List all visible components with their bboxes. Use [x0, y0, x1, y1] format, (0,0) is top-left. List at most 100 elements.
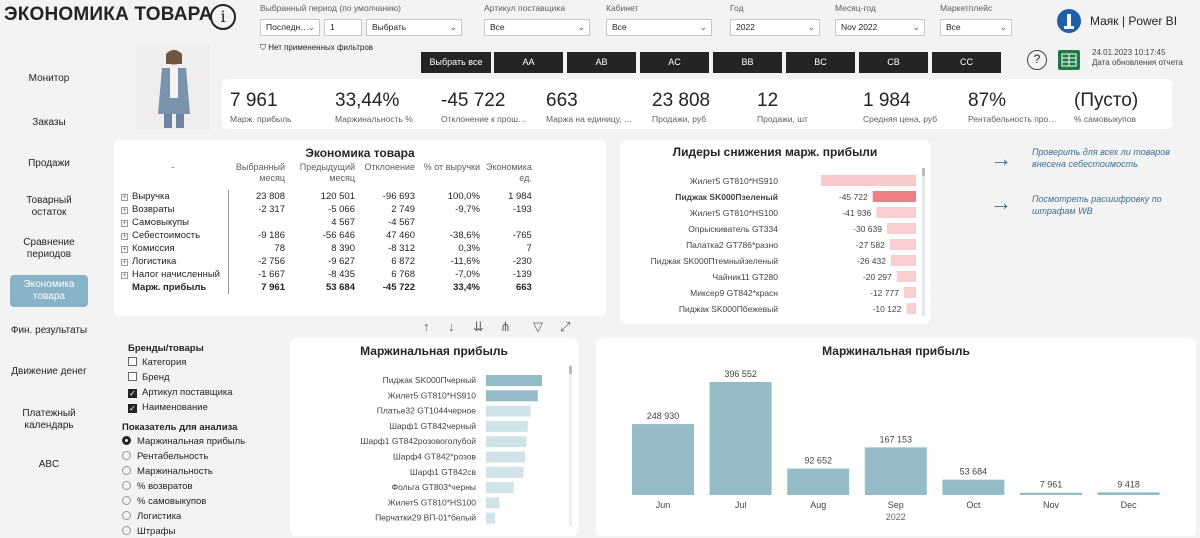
vbar-bar[interactable] — [1097, 492, 1160, 495]
nav-item[interactable]: Фин. результаты — [10, 325, 88, 336]
nav-item[interactable]: Заказы — [32, 117, 66, 128]
period-count-input[interactable]: 1 — [324, 19, 362, 36]
metric-filter-option[interactable]: % самовыкупов — [122, 496, 245, 511]
radio-icon[interactable] — [122, 526, 131, 535]
vbar-bar[interactable] — [864, 447, 927, 495]
hbar-bar[interactable] — [486, 512, 496, 524]
expand-plus-icon[interactable]: + — [121, 233, 128, 240]
hbar-bar[interactable] — [486, 466, 524, 478]
leaders-scroll-thumb[interactable] — [922, 168, 925, 176]
leaders-bar[interactable] — [872, 191, 916, 202]
leaders-value-label: -27 582 — [856, 240, 885, 250]
expand-plus-icon[interactable]: + — [121, 272, 128, 279]
leaders-bar[interactable] — [903, 287, 916, 298]
metric-filter-option[interactable]: Логистика — [122, 511, 245, 526]
filter-icon[interactable]: ▽ — [533, 319, 543, 334]
nav-item[interactable]: Продажи — [28, 158, 70, 169]
marketplace-select[interactable]: Все ⌄ — [940, 19, 1012, 36]
slicer-button[interactable]: BB — [713, 52, 782, 73]
info-icon[interactable]: i — [210, 4, 236, 30]
hbar-bar[interactable] — [486, 497, 500, 509]
vbar-bar[interactable] — [942, 479, 1005, 495]
period-mode-select[interactable]: Последн… ⌄ — [260, 19, 320, 36]
checkbox-icon[interactable] — [128, 357, 137, 366]
checkbox-icon[interactable] — [128, 372, 137, 381]
hbar-bar[interactable] — [486, 375, 542, 386]
arrow-right-icon[interactable]: → — [990, 146, 1012, 171]
drill-down-icon[interactable]: ↓ — [448, 319, 455, 334]
nav-item[interactable]: Движение денег — [11, 366, 87, 377]
cabinet-select[interactable]: Все ⌄ — [606, 19, 712, 36]
expand-plus-icon[interactable]: + — [121, 220, 128, 227]
focus-mode-icon[interactable]: ⤢ — [560, 319, 571, 334]
hbar-bar[interactable] — [486, 405, 531, 417]
leaders-bar[interactable] — [876, 207, 916, 218]
year-select[interactable]: 2022 ⌄ — [730, 19, 820, 36]
nav-item[interactable]: ABC — [38, 459, 60, 470]
radio-icon[interactable] — [122, 451, 131, 460]
slicer-button[interactable]: AC — [640, 52, 709, 73]
expand-all-icon[interactable]: ⇊ — [473, 319, 484, 334]
vbar-bar[interactable] — [787, 468, 850, 495]
hbar-bar[interactable] — [486, 482, 514, 494]
radio-icon[interactable] — [122, 481, 131, 490]
brand-filter-option[interactable]: ✓ Наименование — [128, 402, 233, 417]
radio-icon[interactable] — [122, 511, 131, 520]
brand-filter-option[interactable]: Бренд — [128, 372, 233, 387]
leaders-scrollbar[interactable] — [922, 168, 925, 316]
expand-plus-icon[interactable]: + — [121, 246, 128, 253]
slicer-button[interactable]: AA — [494, 52, 563, 73]
metric-filter-option[interactable]: Маржинальная прибыль — [122, 436, 245, 451]
leaders-bar[interactable] — [896, 271, 916, 282]
slicer-button[interactable]: CB — [859, 52, 928, 73]
leaders-bar[interactable] — [890, 255, 916, 266]
vbar-bar[interactable] — [709, 381, 772, 495]
hbar-bar[interactable] — [486, 436, 527, 448]
help-icon[interactable]: ? — [1027, 50, 1047, 70]
brand-filter-option[interactable]: Категория — [128, 357, 233, 372]
expand-plus-icon[interactable]: + — [121, 259, 128, 266]
hbar-scrollbar[interactable] — [569, 366, 572, 526]
article-select[interactable]: Все ⌄ — [484, 19, 590, 36]
metric-filter-option[interactable]: Маржинальность — [122, 466, 245, 481]
radio-icon[interactable] — [122, 466, 131, 475]
expand-next-icon[interactable]: ⋔ — [500, 319, 511, 334]
drill-up-icon[interactable]: ↑ — [423, 319, 430, 334]
slicer-button[interactable]: BC — [786, 52, 855, 73]
nav-item[interactable]: Товарный остаток — [26, 195, 72, 218]
nav-item[interactable]: Сравнение периодов — [23, 237, 75, 260]
article-value: Все — [490, 22, 505, 32]
expand-plus-icon[interactable]: + — [121, 207, 128, 214]
vbar-bar[interactable] — [1020, 492, 1082, 495]
metric-filter-option[interactable]: Рентабельность — [122, 451, 245, 466]
period-unit-select[interactable]: Выбрать ⌄ — [366, 19, 462, 36]
slicer-button[interactable]: Выбрать все — [421, 52, 491, 73]
hbar-bar[interactable] — [486, 420, 528, 432]
nav-item[interactable]: Платежный календарь — [22, 408, 76, 431]
leaders-bar[interactable] — [889, 239, 916, 250]
cost-check-link[interactable]: Проверить для всех ли товаров внесена се… — [1032, 147, 1170, 169]
arrow-right-icon[interactable]: → — [990, 190, 1012, 215]
hbar-scroll-thumb[interactable] — [569, 366, 572, 374]
leaders-bar[interactable] — [906, 303, 916, 314]
leaders-bar[interactable] — [821, 175, 916, 186]
vbar-bar[interactable] — [632, 424, 694, 495]
checkbox-icon[interactable]: ✓ — [128, 389, 137, 398]
excel-export-icon[interactable] — [1058, 50, 1080, 70]
brand-filter-option[interactable]: ✓ Артикул поставщика — [128, 387, 233, 402]
month-select[interactable]: Nov 2022 ⌄ — [835, 19, 925, 36]
slicer-button[interactable]: AB — [567, 52, 636, 73]
nav-item[interactable]: Экономика товара — [10, 275, 88, 307]
metric-filter-option[interactable]: % возвратов — [122, 481, 245, 496]
checkbox-icon[interactable]: ✓ — [128, 404, 137, 413]
radio-icon[interactable] — [122, 496, 131, 505]
expand-plus-icon[interactable]: + — [121, 194, 128, 201]
leaders-bar[interactable] — [886, 223, 916, 234]
metric-filter-option[interactable]: Штрафы — [122, 526, 245, 538]
slicer-button[interactable]: CC — [932, 52, 1001, 73]
hbar-bar[interactable] — [486, 451, 525, 463]
radio-icon[interactable] — [122, 436, 131, 445]
nav-item[interactable]: Монитор — [28, 73, 70, 84]
penalties-link[interactable]: Посмотреть расшифровку по штрафам WB — [1032, 194, 1162, 216]
hbar-bar[interactable] — [486, 390, 538, 402]
